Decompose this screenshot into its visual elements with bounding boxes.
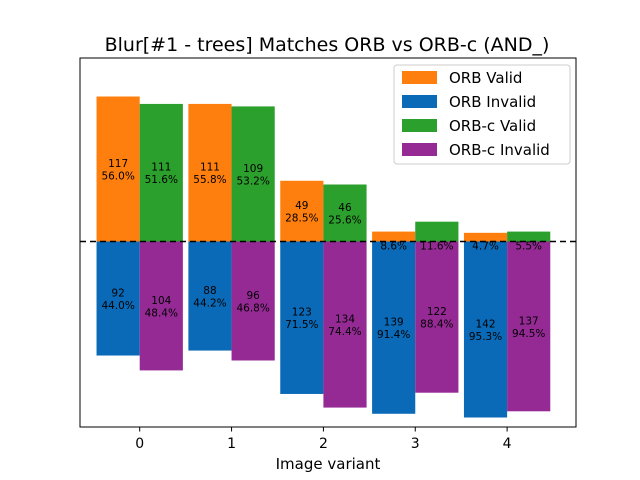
bar-value-label: 109 53.2% (236, 163, 269, 188)
bar-orb-c-invalid-4 (507, 241, 551, 412)
bar-value-label: 49 28.5% (285, 200, 318, 225)
legend-label-orb-c-invalid: ORB-c Invalid (449, 141, 550, 159)
legend-label-orb-c-valid: ORB-c Valid (449, 117, 536, 135)
legend-swatch-orb-c-invalid (402, 143, 437, 156)
plot-frame (79, 57, 577, 428)
legend-swatch-orb-c-valid (402, 119, 437, 132)
bar-value-label: 5.5% (515, 241, 542, 253)
bar-orb-valid-2 (280, 180, 324, 242)
x-axis-label: Image variant (276, 455, 381, 473)
bar-value-label: 122 88.4% (420, 306, 453, 331)
bar-value-label: 88 44.2% (193, 285, 226, 310)
bar-value-label: 46 25.6% (328, 202, 361, 227)
legend-label-orb-invalid: ORB Invalid (449, 93, 536, 111)
x-tick-label: 4 (503, 436, 512, 452)
legend-swatch-orb-invalid (402, 95, 437, 108)
bar-value-label: 123 71.5% (285, 307, 318, 332)
x-tick-label: 0 (135, 436, 144, 452)
bar-value-label: 137 94.5% (512, 315, 545, 340)
bar-orb-c-valid-3 (415, 221, 459, 242)
bar-value-label: 92 44.0% (101, 288, 134, 313)
legend: ORB Valid ORB Invalid ORB-c Valid ORB-c Inv… (393, 64, 571, 165)
bar-value-label: 139 91.4% (377, 317, 410, 342)
bar-orb-invalid-0 (96, 241, 140, 356)
bar-value-label: 104 48.4% (145, 295, 178, 320)
bar-value-label: 111 55.8% (193, 162, 226, 187)
bar-labels-layer: 117 56.0% 111 55.8% 49 28.5% 8.6% 4.7% 92 44.0% 88… (101, 158, 545, 343)
bar-orb-c-invalid-2 (323, 241, 367, 408)
legend-box (393, 64, 571, 165)
bar-value-label: 4.7% (472, 241, 499, 253)
bar-orb-valid-1 (188, 103, 232, 242)
bar-orb-invalid-1 (188, 241, 232, 351)
bar-value-label: 96 46.8% (236, 290, 269, 315)
bar-orb-c-valid-0 (139, 103, 183, 242)
bar-orb-valid-4 (463, 232, 508, 242)
bar-orb-c-invalid-0 (139, 241, 183, 371)
bar-orb-c-invalid-1 (231, 241, 275, 361)
legend-swatch-orb-valid (402, 71, 437, 84)
bar-orb-invalid-2 (280, 241, 324, 394)
bar-orb-c-invalid-3 (415, 241, 459, 393)
bars-layer (96, 96, 551, 418)
bar-value-label: 117 56.0% (101, 158, 134, 183)
bar-orb-c-valid-1 (231, 106, 275, 242)
bar-value-label: 142 95.3% (469, 319, 502, 344)
bar-value-label: 8.6% (380, 241, 407, 253)
bar-value-label: 11.6% (420, 241, 453, 253)
bar-orb-valid-3 (372, 231, 416, 242)
bar-orb-invalid-4 (463, 241, 508, 418)
bar-value-label: 111 51.6% (145, 162, 178, 187)
x-axis-ticks: 0 1 2 3 4 (135, 427, 512, 452)
legend-label-orb-valid: ORB Valid (449, 69, 522, 87)
bar-orb-c-valid-2 (323, 184, 367, 242)
x-tick-label: 2 (319, 436, 328, 452)
bar-orb-c-valid-4 (507, 231, 551, 242)
x-tick-label: 1 (227, 436, 236, 452)
bar-value-label: 134 74.4% (328, 314, 361, 339)
bar-orb-invalid-3 (372, 241, 416, 414)
x-tick-label: 3 (411, 436, 420, 452)
chart-title: Blur[#1 - trees] Matches ORB vs ORB-c (A… (105, 34, 550, 56)
bar-orb-valid-0 (96, 96, 140, 242)
